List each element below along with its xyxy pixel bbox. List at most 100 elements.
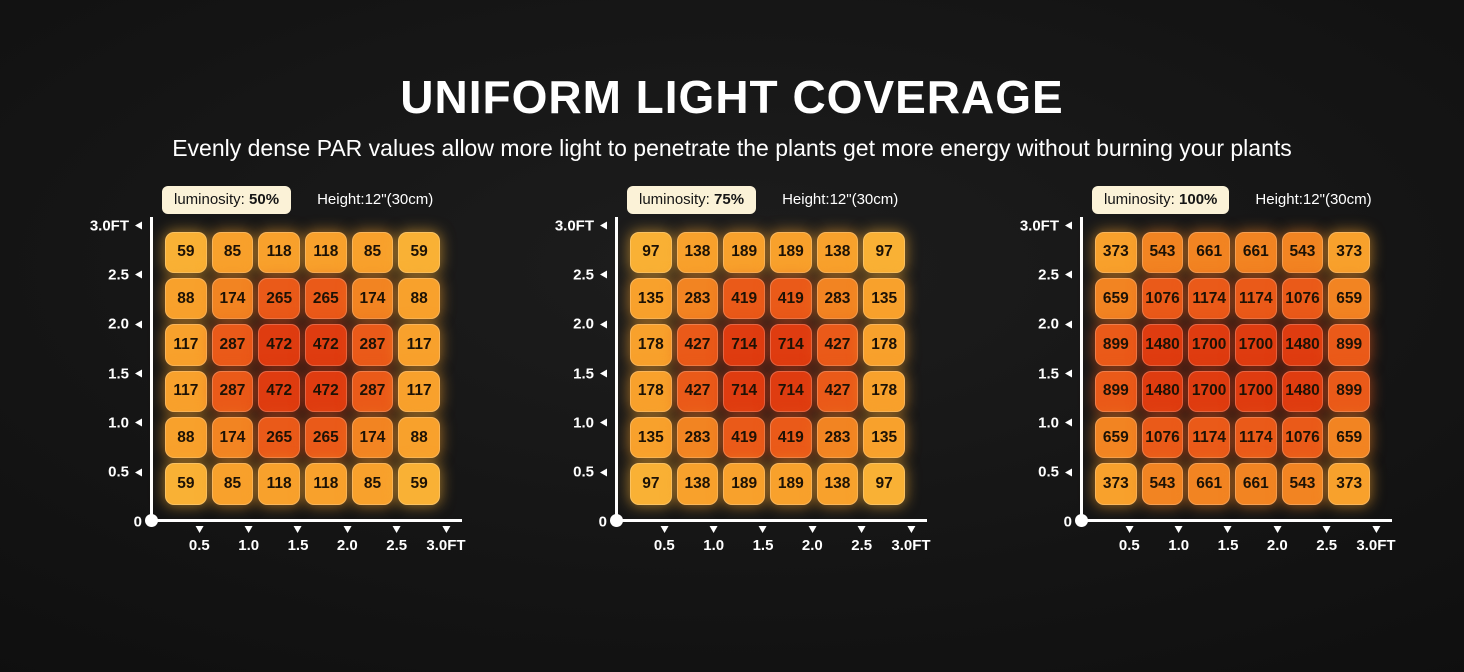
heatmap-cell: 1480 (1281, 324, 1324, 366)
y-tick-text: 1.0 (108, 414, 129, 432)
heatmap-cell: 543 (1141, 463, 1184, 505)
y-tick-label: 0.5 (108, 464, 142, 481)
x-tick-text: 2.5 (386, 536, 408, 554)
x-tick-marker-icon (1174, 525, 1183, 533)
heatmap-cell: 419 (770, 416, 812, 459)
plot-area: 373 543 661 661 543 373 659 1076 1174 1174 1076 659… (1075, 216, 1396, 568)
heatmap-cell: 97 (863, 231, 905, 273)
axis-frame: 59 85 118 118 85 59 88 174 265 265 174 88 117 287 472 4… (145, 216, 462, 527)
heatmap-cell: 419 (770, 277, 812, 320)
luminosity-value: 75% (714, 190, 745, 208)
x-tick-text: 1.5 (1217, 536, 1239, 554)
heatmap-cell: 174 (351, 416, 394, 459)
y-tick-label: 1.5 (573, 365, 607, 382)
x-axis: 0.5 1.0 1.5 2.0 2.5 3.0FT (1080, 525, 1396, 568)
heatmap-cell: 265 (258, 277, 300, 320)
y-tick-marker-icon (1065, 221, 1072, 230)
heatmap-cell: 543 (1141, 231, 1184, 273)
y-tick-label: 1.5 (1038, 365, 1072, 382)
y-tick-text: 0.5 (1038, 463, 1059, 481)
x-axis: 0.5 1.0 1.5 2.0 2.5 3.0FT (150, 525, 466, 568)
heatmap-cell: 59 (165, 231, 207, 273)
heatmap-cell: 97 (863, 463, 905, 505)
y-tick-marker-icon (1065, 369, 1072, 378)
heatmap-cell: 135 (630, 416, 672, 459)
y-tick-label: 3.0FT (555, 217, 607, 234)
x-tick-label: 0.5 (1118, 525, 1140, 554)
heatmap-cell: 118 (258, 463, 300, 505)
heatmap-cell: 373 (1328, 231, 1370, 273)
heatmap-cell: 138 (816, 463, 859, 505)
x-tick-label: 1.0 (1168, 525, 1189, 554)
chart-section-75: luminosity: 75% Height:12"(30cm) 3.0FT 2.… (553, 185, 931, 568)
x-tick-marker-icon (293, 525, 302, 533)
x-tick-label: 1.0 (703, 525, 725, 554)
x-tick-marker-icon (343, 525, 352, 533)
luminosity-label: luminosity: (639, 190, 710, 208)
y-tick-text: 0.5 (573, 463, 594, 481)
y-tick-text: 2.5 (1038, 266, 1059, 284)
x-tick-text: 3.0FT (891, 536, 931, 554)
heatmap-cell: 373 (1328, 463, 1370, 505)
y-tick-marker-icon (135, 270, 142, 279)
origin-dot (1075, 513, 1088, 527)
heatmap-cell: 117 (398, 370, 440, 412)
height-label: Height:12"(30cm) (317, 191, 434, 209)
y-tick-text: 1.5 (1038, 365, 1059, 383)
heatmap-grid: 373 543 661 661 543 373 659 1076 1174 1174 1076 659… (1083, 226, 1376, 519)
heatmap-cell: 427 (816, 324, 859, 366)
luminosity-value: 50% (249, 190, 280, 208)
y-tick-marker-icon (135, 320, 142, 329)
heatmap-cell: 661 (1235, 463, 1277, 505)
heatmap-cell: 1076 (1281, 416, 1324, 459)
x-tick-text: 3.0FT (1356, 536, 1396, 554)
heatmap-cell: 899 (1328, 324, 1370, 366)
heatmap-cell: 1076 (1281, 277, 1324, 320)
heatmap-cell: 59 (165, 463, 207, 505)
luminosity-badge: luminosity: 50% (162, 185, 292, 214)
plot-area: 97 138 189 189 138 97 135 283 419 419 283 135 178 427… (610, 216, 931, 568)
x-tick-text: 1.0 (703, 536, 725, 554)
x-tick-marker-icon (442, 525, 450, 533)
y-tick-label: 1.0 (1038, 414, 1072, 431)
y-tick-label: 1.0 (573, 414, 607, 431)
y-tick-marker-icon (135, 468, 142, 477)
height-label: Height:12"(30cm) (782, 191, 899, 209)
charts-row: luminosity: 50% Height:12"(30cm) 3.0FT 2.… (0, 185, 1464, 568)
heatmap-grid: 97 138 189 189 138 97 135 283 419 419 283 135 178 427… (618, 226, 911, 519)
heatmap-cell: 1480 (1141, 370, 1184, 412)
heatmap-cell: 117 (398, 324, 440, 366)
y-tick-text: 2.0 (1038, 315, 1059, 333)
page-title: UNIFORM LIGHT COVERAGE (400, 71, 1064, 123)
y-tick-text: 1.0 (1038, 414, 1059, 432)
x-tick-text: 0.5 (1118, 536, 1140, 554)
x-tick-marker-icon (660, 525, 669, 533)
y-tick-text: 2.0 (108, 315, 129, 333)
heatmap-cell: 1174 (1188, 416, 1230, 459)
heatmap-cell: 283 (676, 277, 719, 320)
y-tick-label: 2.5 (573, 266, 607, 283)
y-tick-text: 1.0 (573, 414, 594, 432)
x-tick-label: 3.0FT (1356, 525, 1396, 554)
heatmap-cell: 88 (165, 277, 207, 320)
heatmap-cell: 189 (770, 463, 812, 505)
x-tick-label: 0.5 (654, 525, 675, 554)
x-tick-label: 2.0 (1267, 525, 1288, 554)
heatmap-cell: 178 (630, 324, 672, 366)
origin-dot (145, 513, 158, 527)
heatmap-cell: 287 (351, 370, 394, 412)
y-tick-text: 2.5 (573, 266, 594, 284)
x-tick-marker-icon (1125, 525, 1134, 533)
luminosity-badge: luminosity: 75% (627, 185, 757, 214)
origin-dot (610, 513, 623, 527)
heatmap-cell: 373 (1095, 463, 1137, 505)
heatmap-cell: 178 (863, 370, 905, 412)
y-tick-label: 1.5 (108, 365, 142, 382)
x-tick-marker-icon (907, 525, 915, 533)
x-tick-label: 1.0 (238, 525, 259, 554)
heatmap-cell: 659 (1328, 416, 1370, 459)
heatmap-cell: 174 (211, 277, 254, 320)
heatmap-cell: 85 (351, 231, 394, 273)
heatmap-cell: 287 (351, 324, 394, 366)
x-tick-text: 3.0FT (426, 536, 466, 554)
